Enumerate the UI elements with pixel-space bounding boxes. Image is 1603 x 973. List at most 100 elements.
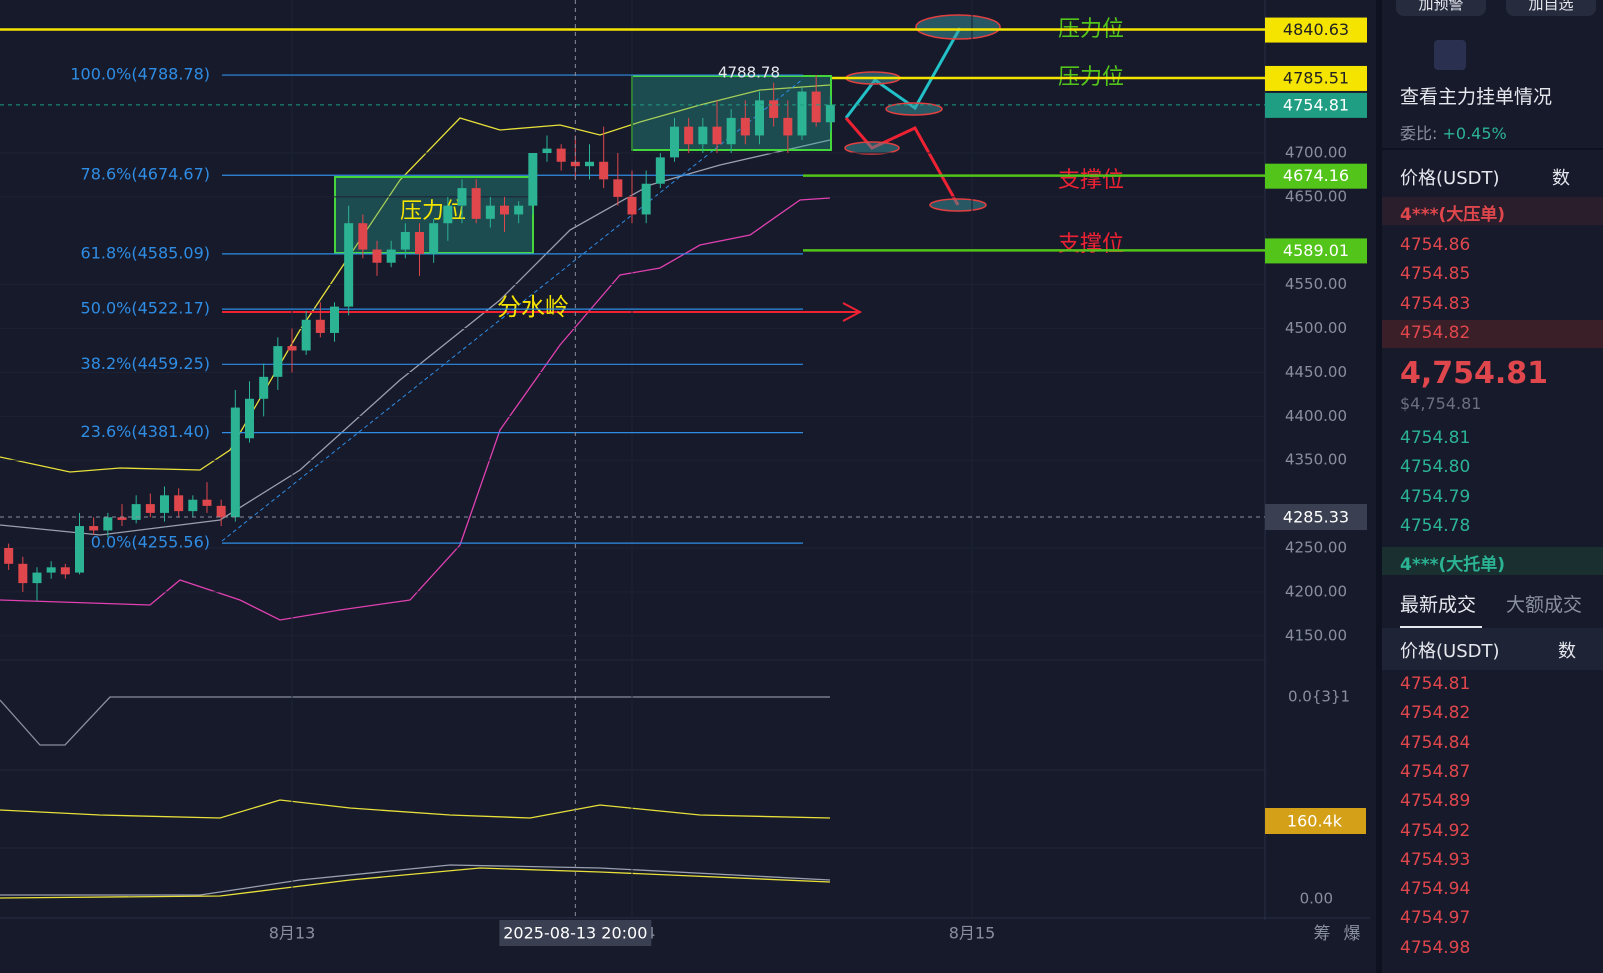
price-row: 4754.84 [1400, 732, 1471, 753]
candle-body [259, 376, 269, 399]
price-tag: 4674.16 [1283, 166, 1349, 185]
candle-body [46, 567, 56, 573]
candle-body [670, 126, 679, 158]
candle-body [528, 153, 538, 206]
macd-dif [0, 864, 831, 896]
fib-label: 61.8%(4585.09) [81, 243, 210, 262]
panel-title: 查看主力挂单情况 [1400, 86, 1553, 108]
price-tag: 4785.51 [1283, 68, 1349, 87]
candle-body [769, 100, 779, 118]
corner-label[interactable]: 爆 [1344, 924, 1361, 944]
price-tag: 4840.63 [1283, 20, 1349, 39]
volume-ma [0, 799, 831, 819]
ratio-value: +0.45% [1442, 124, 1507, 143]
candle-body [740, 117, 750, 136]
price-row: 4754.83 [1400, 293, 1471, 314]
candle-body [655, 157, 665, 184]
candle-body [811, 91, 821, 123]
oscillator [0, 696, 830, 746]
crosshair-time: 2025-08-13 20:00 [503, 924, 647, 943]
price-tag-bg [1265, 65, 1367, 91]
candle-body [712, 126, 722, 145]
y-tick-label: 4650.00 [1285, 187, 1347, 205]
ratio: 委比: +0.45% [1400, 120, 1507, 144]
candle-body [471, 188, 481, 219]
candle-body [301, 319, 311, 351]
price-row: 4754.80 [1400, 457, 1471, 478]
trend-line [221, 78, 804, 542]
candle-body [32, 572, 42, 584]
annotation: 压力位 [400, 199, 466, 224]
crosshair-price: 4285.33 [1283, 507, 1349, 526]
high-marker: 4788.78 [718, 64, 780, 82]
tab-icon[interactable] [1434, 40, 1466, 70]
candle-body [330, 306, 339, 333]
price-tag-bg [1265, 163, 1367, 189]
price-tag-bg [1265, 238, 1367, 264]
price-row: 4754.82 [1400, 703, 1471, 724]
crosshair-time-bg [499, 920, 652, 946]
price-row: 4754.81 [1400, 674, 1471, 694]
price-row: 4754.94 [1400, 879, 1471, 900]
y-tick-label: 4500.00 [1285, 319, 1347, 337]
candle-body [726, 117, 736, 145]
header: 价格(USDT) [1400, 641, 1500, 662]
chart-bg [0, 0, 1370, 973]
bear-path [844, 117, 960, 206]
volume-tag-bg [1265, 808, 1366, 834]
target-ellipse [844, 141, 900, 155]
price-row: 4754.92 [1400, 820, 1471, 841]
price-row: 4754.79 [1400, 486, 1471, 507]
button[interactable]: 加自选 [1506, 0, 1596, 16]
candle-body [344, 223, 354, 307]
bull-path [844, 27, 962, 119]
price-row: 4754.78 [1400, 515, 1471, 536]
candle-body [627, 196, 637, 215]
candle-body [443, 205, 453, 224]
y-tick-label: 4550.00 [1285, 275, 1347, 293]
price-tag: 4589.01 [1283, 241, 1349, 260]
candle-body [599, 161, 609, 180]
divider [1382, 148, 1603, 150]
candle-body [755, 100, 764, 136]
target-ellipse [915, 14, 1001, 40]
candle-body [4, 548, 14, 564]
last-usd: $4,754.81 [1400, 394, 1482, 413]
y-tick-label: 4250.00 [1285, 539, 1347, 557]
candle-body [75, 526, 84, 573]
header: 价格(USDT) [1400, 168, 1500, 189]
last-price: 4,754.81 [1400, 356, 1549, 391]
candle-body [188, 499, 198, 512]
target-ellipse [929, 198, 987, 212]
button[interactable]: 加预警 [1396, 0, 1486, 16]
y-tick-label: 4150.00 [1285, 626, 1347, 644]
price-row: 4754.93 [1400, 849, 1471, 870]
tab[interactable]: 大额成交 [1506, 594, 1583, 616]
ratio-label: 委比: [1400, 124, 1438, 143]
tag-bg [1382, 197, 1603, 225]
annotation: 支撑位 [1058, 168, 1124, 193]
candle-body [60, 567, 70, 575]
candle-body [230, 407, 240, 518]
arrow-head [842, 302, 863, 322]
ask-tag: 4***(大压单) [1400, 205, 1506, 225]
price-row: 4754.86 [1400, 235, 1471, 255]
candle-body [415, 232, 424, 254]
header-bg [1382, 628, 1603, 670]
tab[interactable]: 最新成交 [1400, 594, 1477, 616]
crosshair-tag-bg [1265, 503, 1367, 530]
fib-label: 0.0%(4255.56) [91, 533, 210, 552]
candle-body [315, 319, 325, 333]
candle-body [797, 91, 807, 136]
candle-body [245, 398, 254, 439]
y-tick-label: 4450.00 [1285, 363, 1347, 381]
corner-label[interactable]: 筹 [1314, 924, 1331, 944]
boll-upper [0, 84, 831, 473]
candle-body [160, 495, 169, 513]
y-tick-label: 4200.00 [1285, 582, 1347, 600]
candle-body [485, 205, 495, 219]
candle-body [641, 183, 651, 215]
price-row: 4754.81 [1400, 428, 1471, 448]
side-panel: 加预警 加自选 查看主力挂单情况 委比: +0.45% 价格(USDT) 数 4… [1376, 0, 1603, 973]
candle-body [684, 126, 694, 145]
